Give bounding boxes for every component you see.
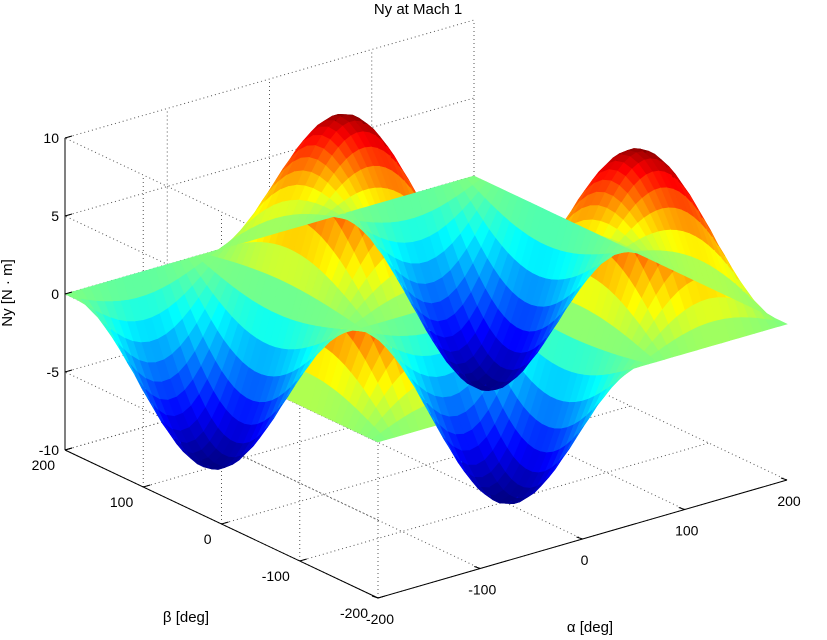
z-tick-mark [64,291,73,295]
beta-tick-mark [377,595,386,599]
z-tick-label: 0 [51,286,59,302]
alpha-axis-ticks: -200 -100 0 100 200 [366,477,801,627]
beta-tick-label: 0 [204,531,212,547]
alpha-axis-label: α [deg] [567,619,613,636]
beta-tick-label: -100 [262,568,290,584]
beta-axis-label: β [deg] [163,609,209,626]
alpha-tick-mark [371,595,379,599]
z-tick-mark [64,135,73,139]
z-tick-mark [64,213,73,217]
alpha-tick-mark [474,566,481,569]
beta-tick-mark [64,447,73,451]
z-tick-mark [64,369,73,373]
alpha-tick-label: -200 [366,611,394,627]
grid-line [64,215,379,365]
alpha-tick-mark [576,536,583,540]
beta-tick-label: -200 [340,605,368,621]
alpha-tick-label: -100 [468,582,496,598]
beta-axis-ticks: 200 100 0 -100 -200 [32,447,386,621]
grid-line [221,405,631,525]
surface-mesh [64,113,788,505]
grid-line [64,371,379,521]
z-tick-label: -5 [47,364,60,380]
z-tick-label: -10 [39,442,59,458]
z-axis-label: Ny [N · m] [0,259,16,327]
alpha-tick-mark [780,477,788,481]
beta-tick-mark [299,558,307,562]
z-tick-label: 5 [51,208,59,224]
beta-tick-mark [221,521,229,525]
grid-line [64,97,475,217]
grid-line [64,137,379,287]
alpha-tick-label: 100 [675,523,699,539]
alpha-tick-mark [678,507,685,510]
chart-title: Ny at Mach 1 [374,1,462,18]
z-tick-label: 10 [43,130,59,146]
alpha-tick-label: 0 [581,552,589,568]
beta-tick-label: 200 [32,457,56,473]
beta-tick-label: 100 [110,494,134,510]
grid-line [64,19,475,139]
alpha-tick-label: 200 [777,493,801,509]
z-axis-ticks: 10 5 0 -5 -10 [39,130,73,458]
beta-tick-mark [143,484,151,488]
